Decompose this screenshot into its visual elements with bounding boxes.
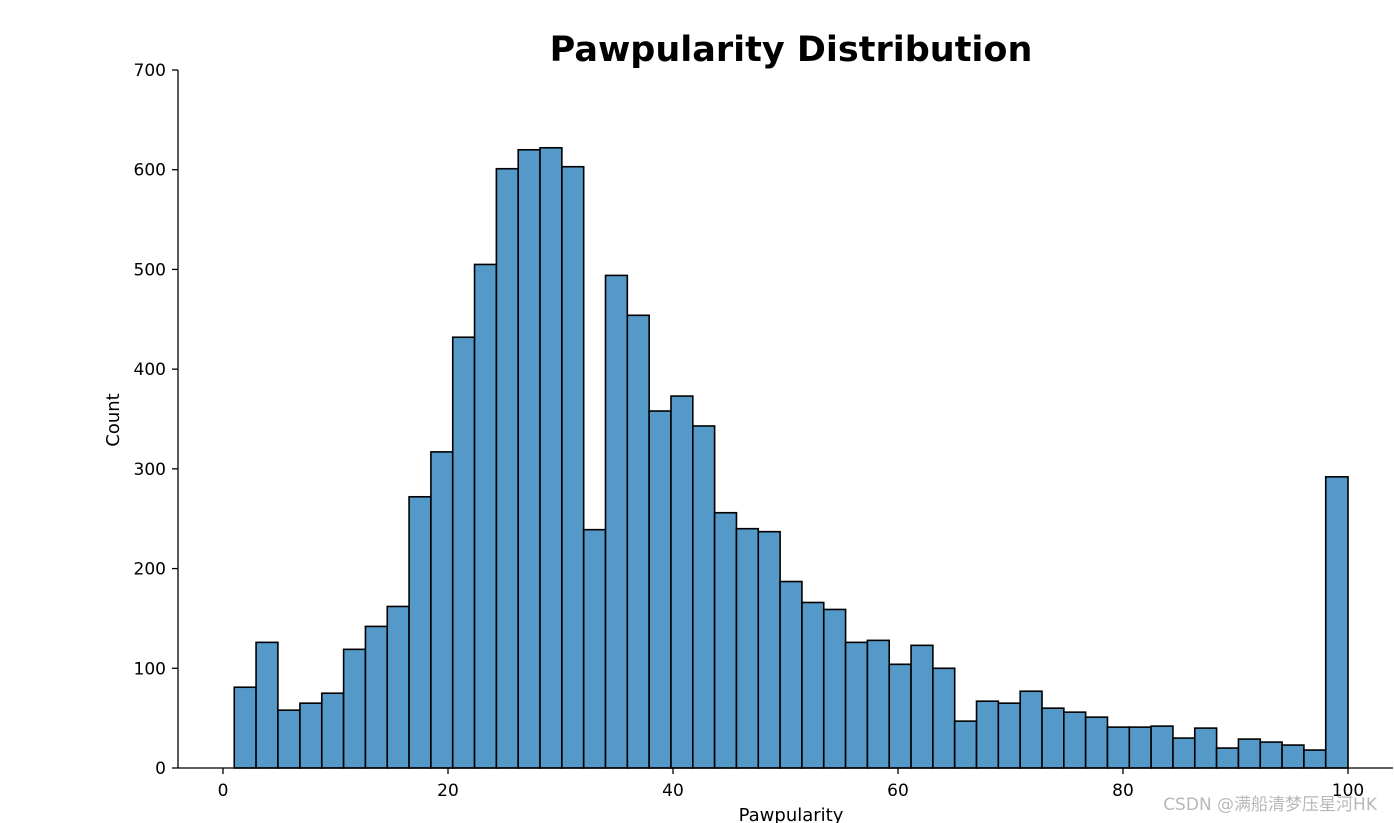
histogram-bar [342, 648, 367, 769]
histogram-bar [1215, 747, 1240, 769]
histogram-bar [473, 263, 498, 769]
histogram-bar [1172, 737, 1196, 769]
histogram-bar [888, 663, 912, 769]
y-tick-label: 400 [134, 360, 166, 380]
histogram-bar [844, 641, 869, 769]
y-tick-label: 700 [134, 61, 166, 81]
x-tick-label: 40 [662, 781, 684, 801]
histogram-bar [561, 165, 585, 769]
histogram-bar [1303, 749, 1327, 769]
histogram-bar [495, 167, 520, 769]
y-tick-label: 300 [134, 460, 166, 480]
histogram-bar [1150, 725, 1174, 769]
histogram-bar [713, 511, 738, 769]
y-tick-label: 500 [134, 260, 166, 280]
histogram-bar [1063, 711, 1087, 769]
histogram-bar [299, 702, 323, 769]
x-tick-label: 0 [218, 781, 229, 801]
histogram-bar [1259, 741, 1283, 769]
axes-group: 0 100 200 300 400 500 600 700 0 20 40 60 80 100 [134, 61, 1393, 801]
histogram-bar [801, 601, 825, 769]
histogram-bar [582, 528, 607, 769]
histogram-bar [822, 608, 847, 769]
histogram-bar [233, 686, 257, 769]
histogram-bar [517, 148, 541, 769]
histogram-bar [386, 605, 410, 769]
histogram-bar [1324, 476, 1349, 769]
histogram-bar [255, 641, 279, 769]
histogram-bar [648, 410, 672, 769]
histogram-bar [1193, 727, 1218, 769]
histogram-bar [320, 692, 345, 769]
histogram-bar [910, 644, 934, 769]
histogram-bar [430, 451, 454, 769]
y-axis-label: Count [103, 393, 124, 446]
histogram-bar [866, 639, 891, 769]
bars-group [233, 146, 1349, 769]
x-axis-label: Pawpularity [739, 805, 844, 823]
chart-title: Pawpularity Distribution [550, 30, 1033, 70]
histogram-bar [670, 395, 694, 769]
histogram-bar [451, 336, 476, 769]
histogram-bar [277, 709, 301, 769]
histogram-bar [953, 720, 978, 769]
histogram-bar [932, 667, 956, 769]
y-tick-label: 0 [155, 759, 166, 779]
histogram-bar [757, 530, 781, 769]
y-tick-label: 100 [134, 659, 166, 679]
x-tick-label: 80 [1112, 781, 1134, 801]
histogram-bar [1041, 707, 1065, 769]
histogram-bar [408, 495, 432, 769]
histogram-bar [626, 314, 650, 769]
histogram-bar [539, 146, 563, 769]
y-tick-label: 600 [134, 161, 166, 181]
histogram-bar [975, 700, 1000, 769]
y-tick-label: 200 [134, 560, 166, 580]
x-tick-label: 20 [437, 781, 459, 801]
histogram-bar [604, 274, 629, 769]
histogram-bar [1281, 744, 1305, 769]
histogram-bar [1106, 726, 1131, 769]
histogram-bar [997, 702, 1021, 769]
x-tick-label: 100 [1332, 781, 1364, 801]
x-tick-label: 60 [887, 781, 909, 801]
watermark: CSDN @满船清梦压星河HK [1163, 795, 1378, 815]
histogram-bar [1019, 690, 1043, 769]
histogram-bar [364, 625, 389, 769]
histogram-bar [691, 425, 716, 769]
histogram-bar [735, 527, 760, 769]
histogram-bar [1128, 726, 1152, 769]
histogram-bar [1084, 716, 1109, 769]
histogram-bar [1237, 738, 1262, 769]
histogram-bar [779, 580, 803, 769]
